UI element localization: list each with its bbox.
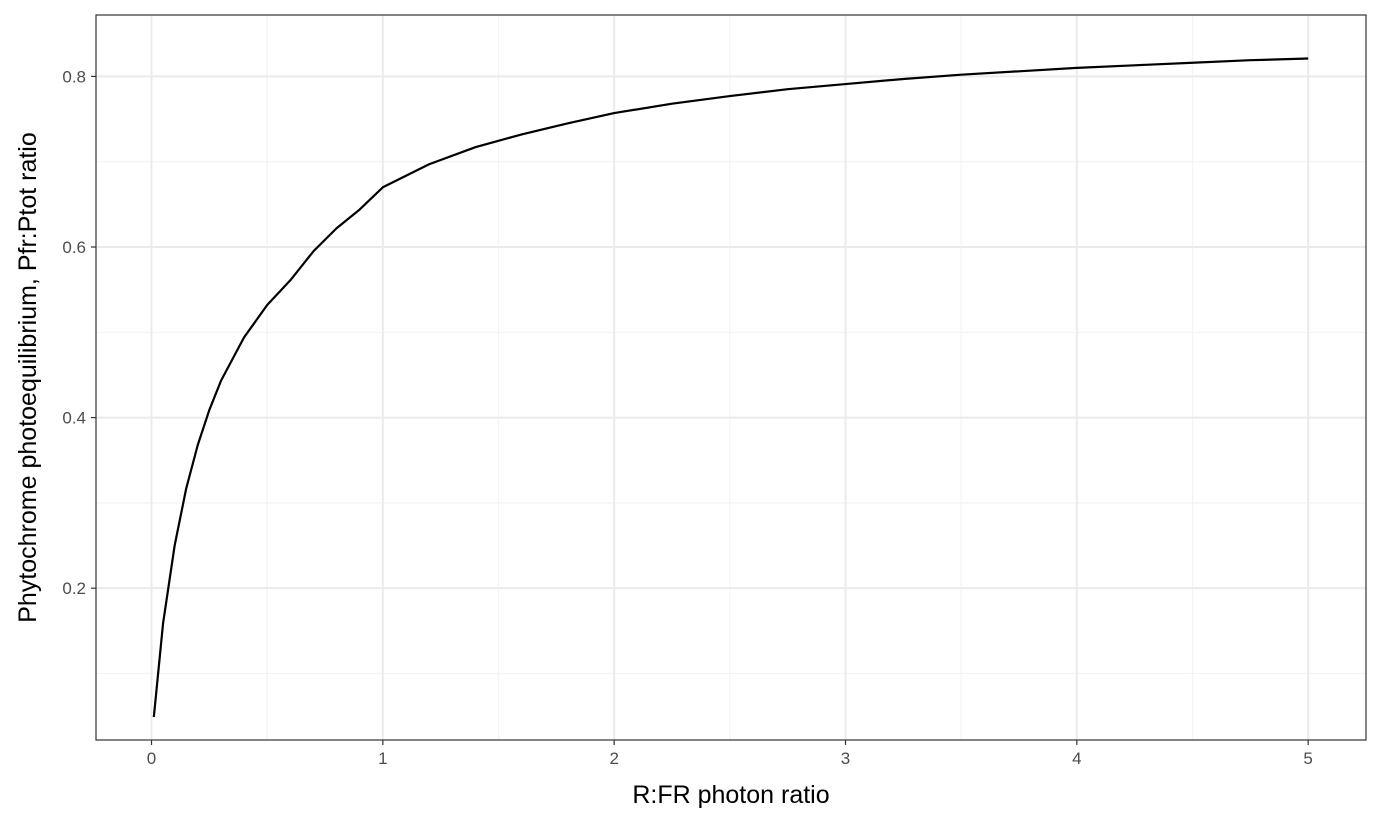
panel-border [95,14,1367,741]
x-tick-label: 5 [1303,749,1312,768]
major-gridlines [96,15,1366,740]
x-tick-label: 3 [841,749,850,768]
y-axis: 0.2 0.4 0.6 0.8 [62,67,96,598]
series-line [152,57,1309,718]
x-tick-label: 4 [1072,749,1081,768]
x-tick-label: 0 [147,749,156,768]
minor-gridlines [96,15,1366,740]
y-tick-label: 0.6 [62,238,86,257]
x-axis-title: R:FR photon ratio [632,781,829,809]
x-tick-label: 1 [378,749,387,768]
x-axis: 0 1 2 3 4 5 [147,740,1313,768]
y-tick-label: 0.8 [62,67,86,86]
y-tick-label: 0.4 [62,409,86,428]
y-axis-title: Phytochrome photoequilibrium, Pfr:Ptot r… [14,132,42,623]
y-tick-label: 0.2 [62,579,86,598]
x-tick-label: 2 [609,749,618,768]
